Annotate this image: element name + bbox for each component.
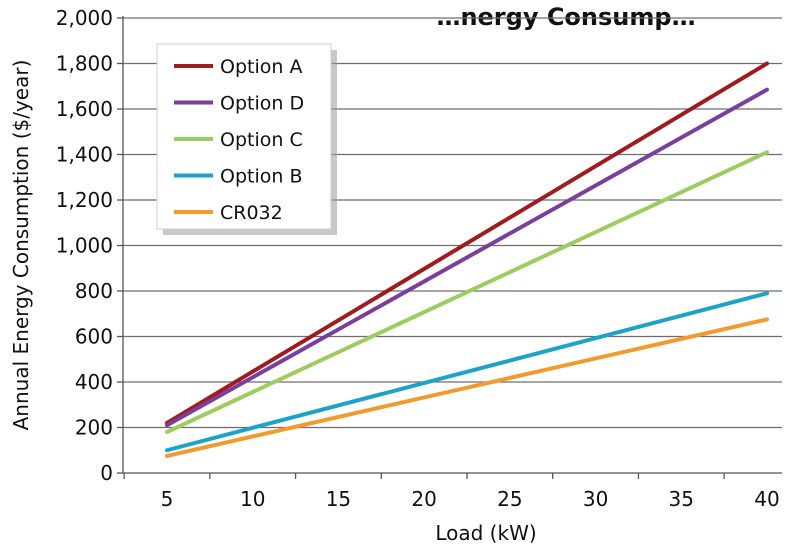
y-tick-label: 1,000 [56, 234, 113, 258]
x-tick-label: 5 [161, 487, 174, 511]
y-tick-label: 2,000 [56, 6, 113, 30]
x-tick-label: 25 [497, 487, 522, 511]
y-tick-label: 200 [75, 416, 113, 440]
series-lines [165, 61, 769, 458]
y-tick-label: 400 [75, 370, 113, 394]
y-axis-title: Annual Energy Consumption ($/year) [9, 60, 33, 431]
x-tick-label: 15 [326, 487, 351, 511]
y-tick-label: 1,400 [56, 143, 113, 167]
legend-label: Option C [220, 129, 303, 151]
legend-label: Option B [220, 166, 303, 188]
legend-label: Option D [220, 93, 304, 115]
x-tick-label: 10 [240, 487, 265, 511]
y-tick-label: 800 [75, 279, 113, 303]
series-line [165, 87, 769, 428]
y-tick-label: 0 [100, 461, 113, 485]
y-tick-label: 1,800 [56, 52, 113, 76]
axes [117, 16, 782, 479]
y-tick-labels: 0 200 400 600 800 1,000 1,200 1,400 1,600 1,800 2,… [56, 6, 113, 485]
x-tick-label: 40 [754, 487, 779, 511]
legend-label: Option A [220, 56, 302, 78]
y-tick-label: 1,200 [56, 188, 113, 212]
x-tick-label: 35 [669, 487, 694, 511]
x-tick-label: 30 [583, 487, 608, 511]
x-axis-title: Load (kW) [435, 521, 536, 545]
legend: Option A Option D Option C Option B CR032 [156, 43, 337, 235]
x-tick-labels: 5 10 15 20 25 30 35 40 [161, 487, 780, 511]
series-line [165, 317, 769, 458]
y-tick-label: 600 [75, 325, 113, 349]
y-tick-label: 1,600 [56, 97, 113, 121]
series-line [165, 150, 769, 435]
x-tick-label: 20 [411, 487, 436, 511]
legend-box [156, 43, 332, 230]
legend-label: CR032 [220, 202, 283, 224]
series-line [165, 61, 769, 425]
chart-title: …nergy Consump… [436, 3, 695, 31]
series-line [165, 291, 769, 453]
